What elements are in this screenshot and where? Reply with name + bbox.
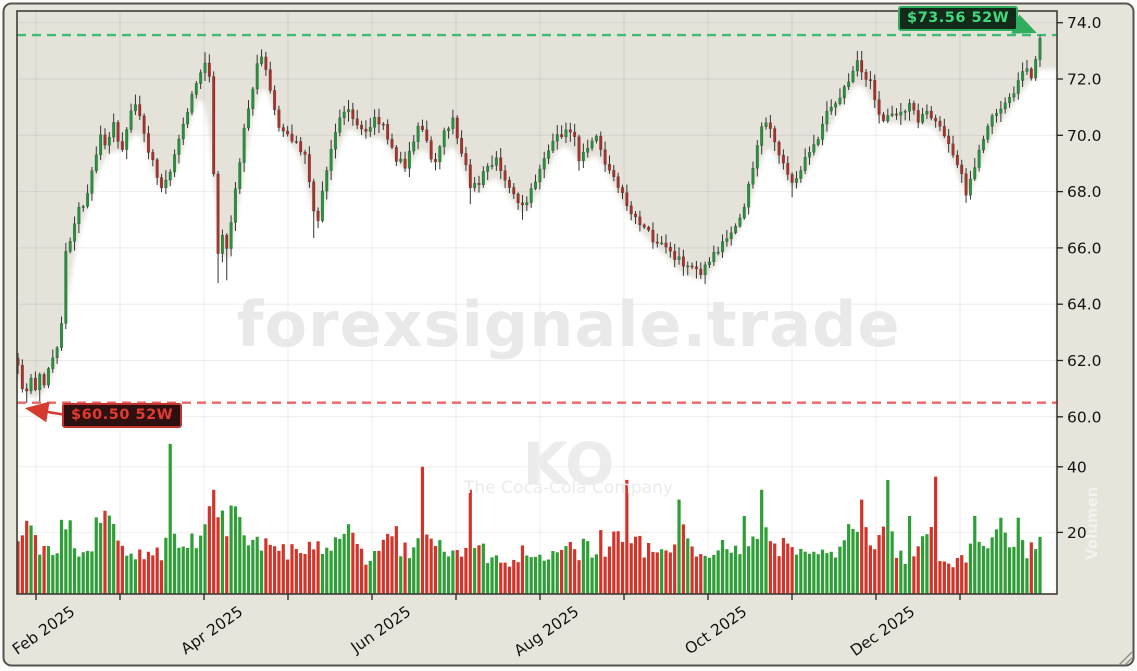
price-tick-label: 64.0 xyxy=(1067,296,1102,314)
candles-layer xyxy=(17,35,1042,403)
price-tick-label: 62.0 xyxy=(1067,352,1102,370)
price-tick-label: 60.0 xyxy=(1067,408,1102,426)
price-tick-label: 66.0 xyxy=(1067,239,1102,257)
plot-area[interactable] xyxy=(16,11,1057,594)
price-tick-label: 74.0 xyxy=(1067,14,1102,32)
price-axis: 74.0 72.0 70.0 68.0 66.0 64.0 62.0 60.0 40 20 xyxy=(1057,14,1102,542)
price-tick-label: 72.0 xyxy=(1067,71,1102,89)
high-52w-annotation-label: $73.56 52W xyxy=(898,6,1019,31)
volume-layer xyxy=(17,443,1042,594)
price-tick-label: 70.0 xyxy=(1067,127,1102,145)
plot-border xyxy=(16,10,1058,595)
below-price-fill xyxy=(17,69,1057,594)
volume-tick-label: 40 xyxy=(1067,458,1087,476)
resize-grip[interactable] xyxy=(1118,651,1133,666)
volume-tick-label: 20 xyxy=(1067,524,1087,542)
low-52w-annotation-label: $60.50 52W xyxy=(62,403,183,428)
price-tick-label: 68.0 xyxy=(1067,183,1102,201)
grid-layer xyxy=(17,11,1057,594)
low-52w-arrow-icon xyxy=(24,401,67,423)
